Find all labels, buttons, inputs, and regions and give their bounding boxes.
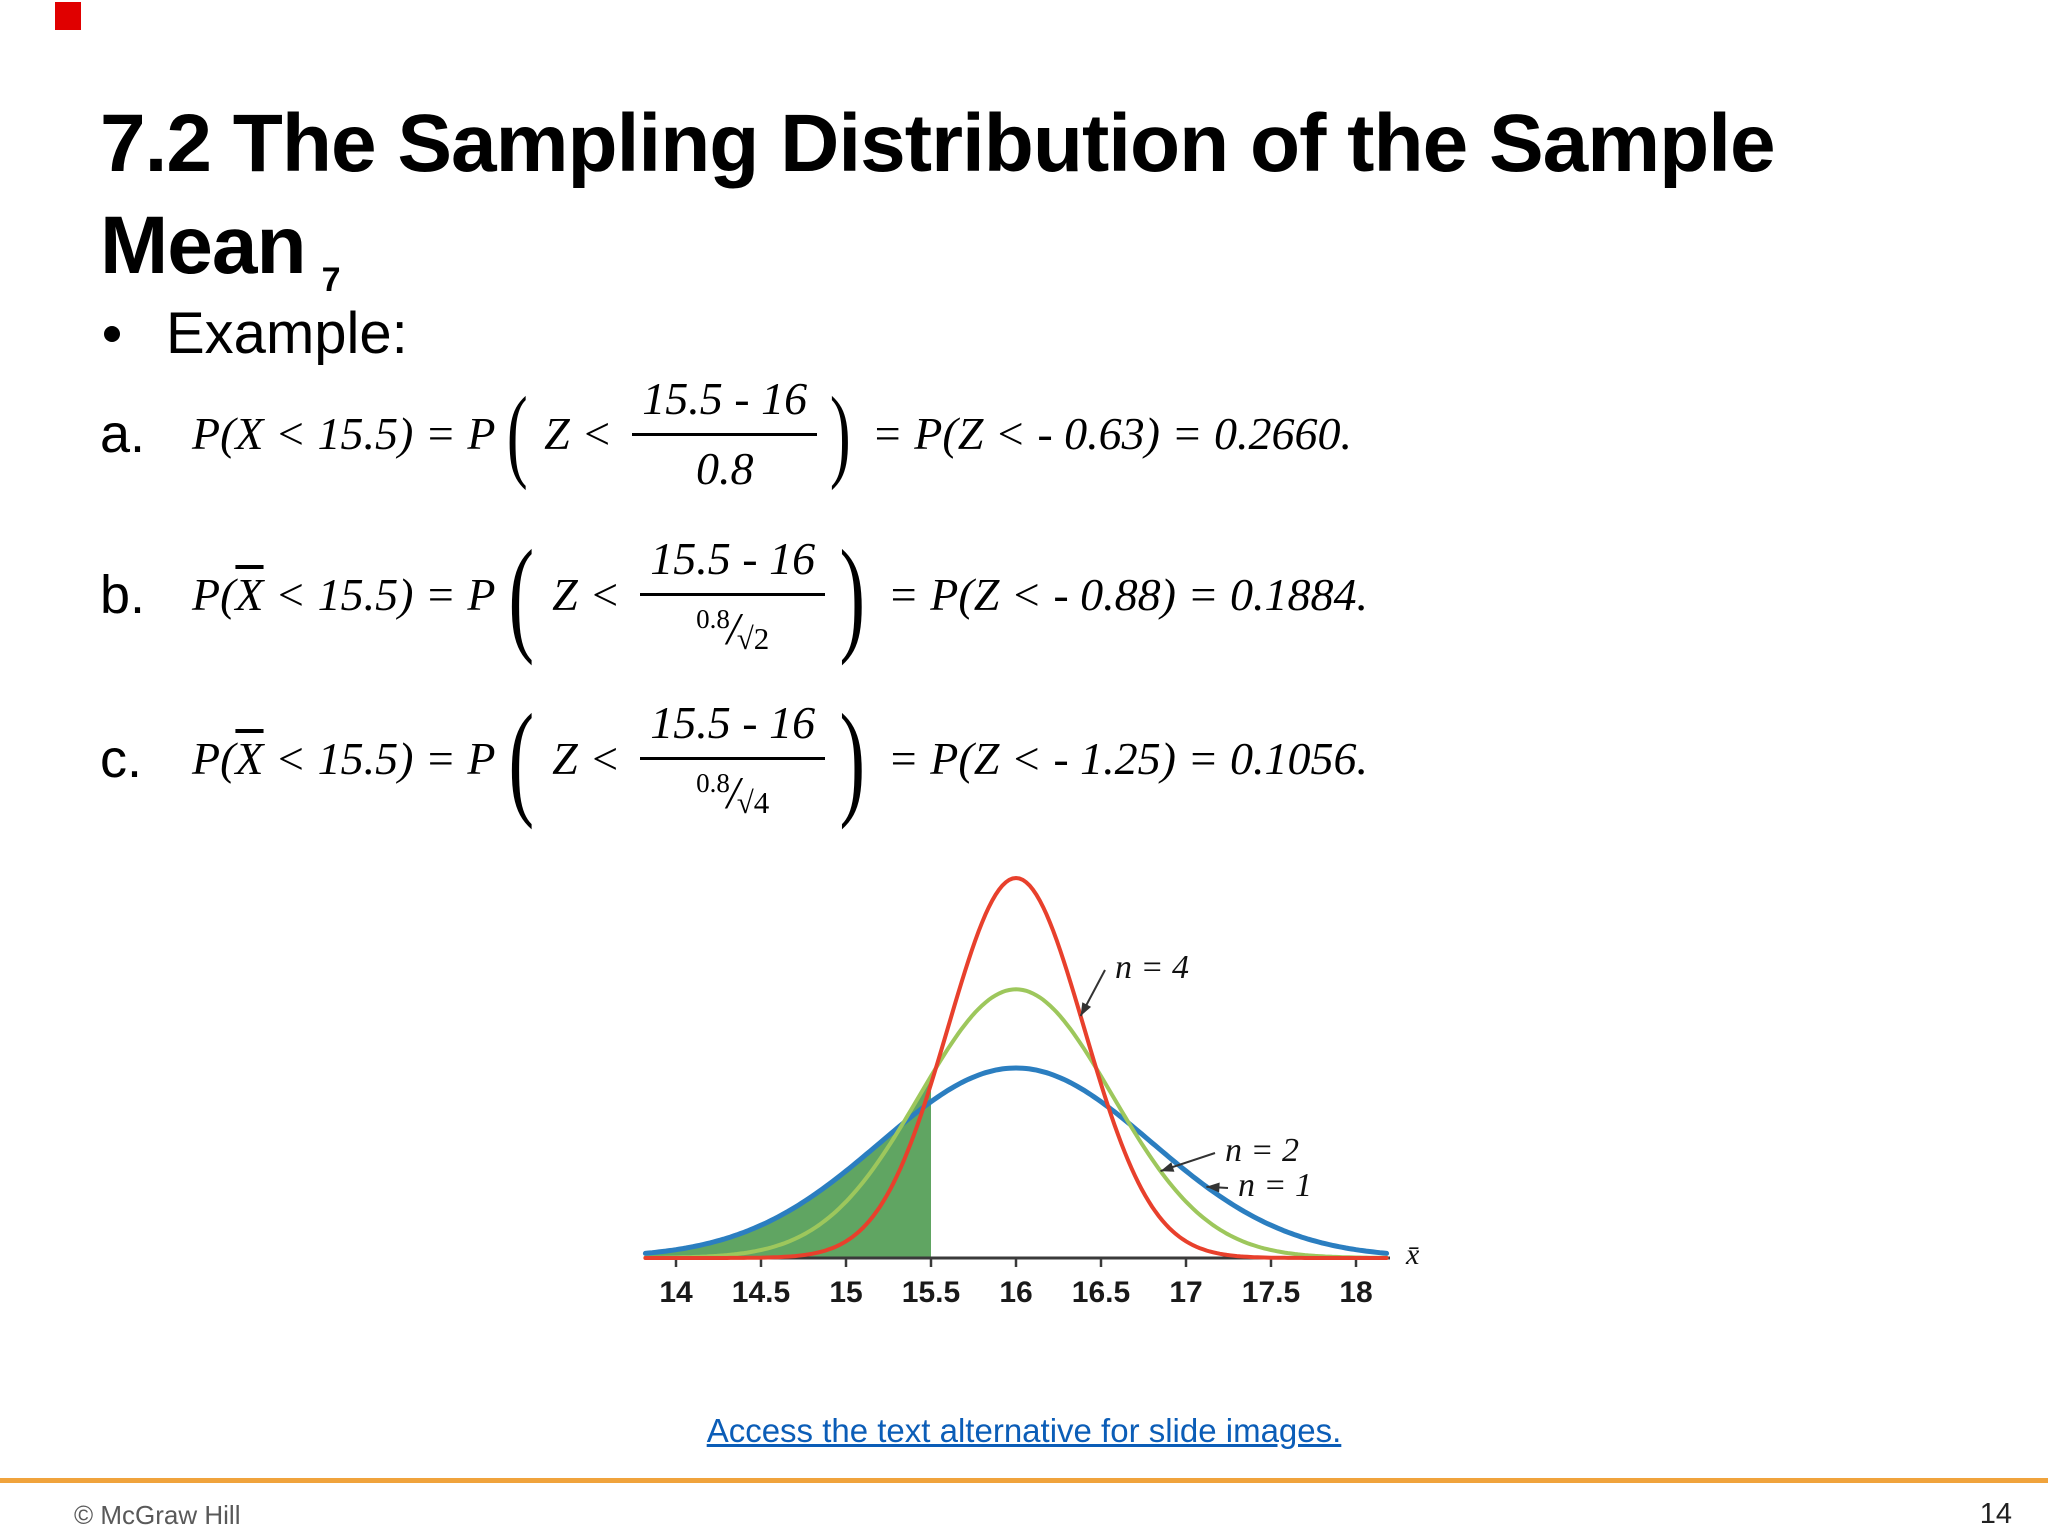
equation-c-math: P(X < 15.5) = P ( Z < 15.5 - 16 0.8/√4 )… <box>192 687 1368 830</box>
equation-b-lead: P(X < 15.5) = P <box>192 568 496 621</box>
numerator: 15.5 - 16 <box>632 372 818 436</box>
equation-a-lead: P(X < 15.5) = P <box>192 408 496 459</box>
page-number: 14 <box>1979 1498 2012 1530</box>
lead-open: P( <box>192 733 236 784</box>
text-alternative-row: Access the text alternative for slide im… <box>0 1412 2048 1450</box>
den-top: 0.8 <box>696 604 730 634</box>
den-slash: / <box>726 603 740 654</box>
equation-c-inner: Z < <box>552 733 621 784</box>
equation-a-label: a. <box>100 403 146 464</box>
svg-text:18: 18 <box>1339 1276 1372 1309</box>
svg-text:n = 4: n = 4 <box>1115 949 1189 986</box>
lead-close: < 15.5) = P <box>263 569 496 620</box>
denominator: 0.8/√4 <box>696 760 769 821</box>
equation-a-math: P(X < 15.5) = P ( Z < 15.5 - 16 0.8 ) = … <box>192 372 1353 495</box>
svg-text:15.5: 15.5 <box>902 1276 960 1309</box>
equation-c-label: c. <box>100 728 143 789</box>
svg-text:14: 14 <box>659 1276 693 1309</box>
distribution-chart-svg: 14 14.5 15 15.5 16 16.5 17 17.5 18 x̄ n = 4 n = 2n … <box>642 875 1420 1309</box>
example-bullet: Example: <box>104 300 408 367</box>
footer-rule <box>0 1478 2048 1483</box>
bullet-icon <box>104 325 120 342</box>
svg-text:17.5: 17.5 <box>1242 1276 1300 1309</box>
equation-c-lead: P(X < 15.5) = P <box>192 732 496 785</box>
denominator: 0.8 <box>695 443 754 494</box>
den-bottom: √2 <box>736 621 770 656</box>
equation-b-math: P(X < 15.5) = P ( Z < 15.5 - 16 0.8/√2 )… <box>192 523 1368 666</box>
x-bar: X <box>235 569 264 620</box>
text-alternative-link[interactable]: Access the text alternative for slide im… <box>706 1412 1342 1449</box>
accent-mark <box>55 2 81 30</box>
den-bottom: √4 <box>736 785 770 820</box>
numerator: 15.5 - 16 <box>640 696 826 760</box>
copyright-text: © McGraw Hill <box>74 1500 241 1530</box>
numerator: 15.5 - 16 <box>640 532 826 596</box>
equation-b-result: = P(Z < - 0.88) = 0.1884. <box>887 569 1368 620</box>
svg-text:n = 2: n = 2 <box>1225 1132 1299 1169</box>
equation-b: b. P(X < 15.5) = P ( Z < 15.5 - 16 0.8/√… <box>100 523 1368 666</box>
svg-text:x̄: x̄ <box>1405 1238 1420 1271</box>
equation-c: c. P(X < 15.5) = P ( Z < 15.5 - 16 0.8/√… <box>100 687 1368 830</box>
fraction: 15.5 - 16 0.8/√2 <box>640 532 826 657</box>
slide-title-text: 7.2 The Sampling Distribution of the Sam… <box>100 97 1776 292</box>
bullet-label: Example: <box>166 301 408 366</box>
svg-text:16: 16 <box>999 1276 1032 1309</box>
lead-close: < 15.5) = P <box>263 733 496 784</box>
equation-c-result: = P(Z < - 1.25) = 0.1056. <box>887 733 1368 784</box>
denominator: 0.8/√2 <box>696 596 769 657</box>
slide-title: 7.2 The Sampling Distribution of the Sam… <box>100 93 2020 301</box>
equation-b-inner: Z < <box>552 569 621 620</box>
den-top: 0.8 <box>696 768 730 798</box>
svg-text:14.5: 14.5 <box>732 1276 790 1309</box>
svg-text:n = 1: n = 1 <box>1238 1167 1312 1204</box>
equation-a-result: = P(Z < - 0.63) = 0.2660. <box>871 408 1353 459</box>
svg-text:16.5: 16.5 <box>1072 1276 1130 1309</box>
slide-continuation-number: 7 <box>321 260 341 299</box>
x-bar: X <box>235 733 264 784</box>
lead-open: P( <box>192 569 236 620</box>
svg-text:15: 15 <box>829 1276 862 1309</box>
den-slash: / <box>726 767 740 818</box>
equation-a: a. P(X < 15.5) = P ( Z < 15.5 - 16 0.8 )… <box>100 372 1352 495</box>
svg-text:17: 17 <box>1169 1276 1202 1309</box>
fraction: 15.5 - 16 0.8/√4 <box>640 696 826 821</box>
equation-b-label: b. <box>100 564 146 625</box>
fraction: 15.5 - 16 0.8 <box>632 372 818 495</box>
equation-a-inner: Z < <box>544 408 613 459</box>
